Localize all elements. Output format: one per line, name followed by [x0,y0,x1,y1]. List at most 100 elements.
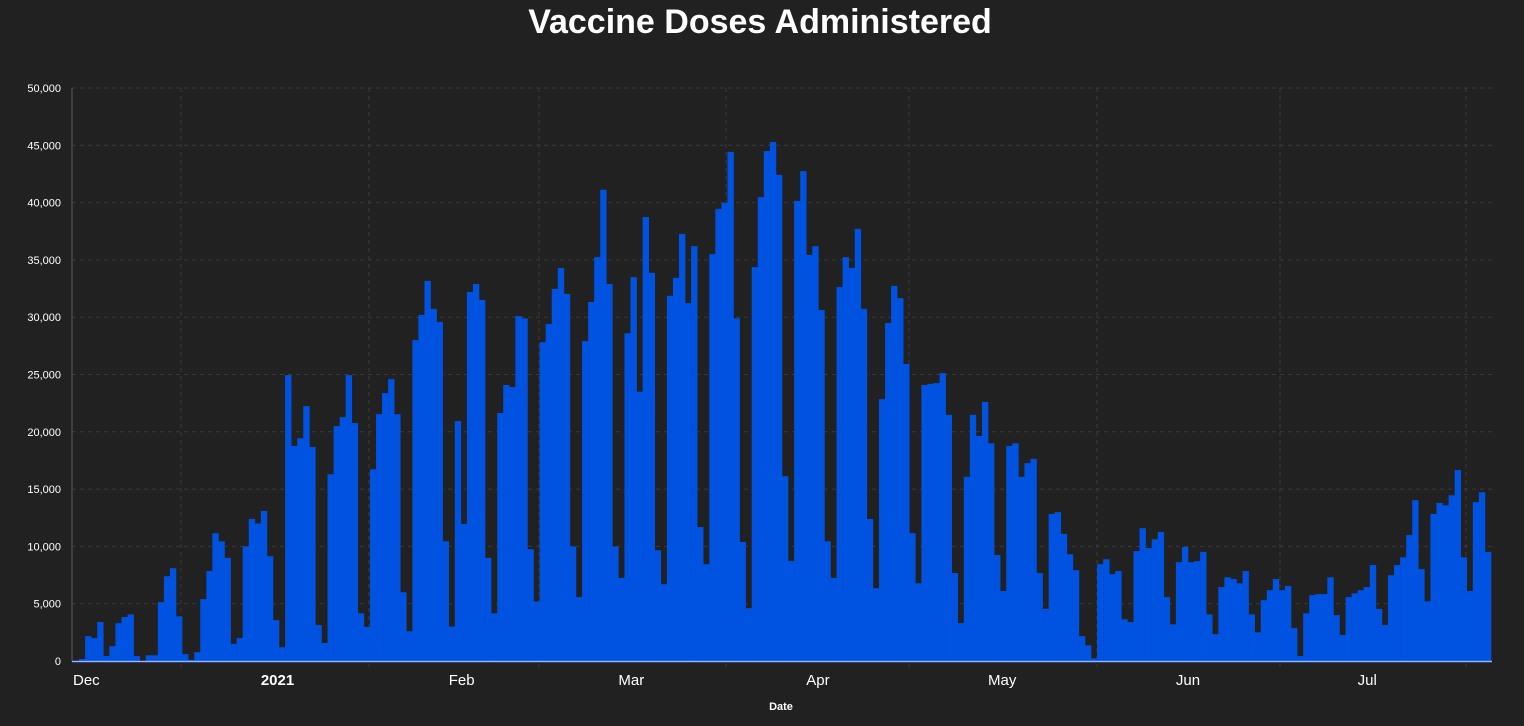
bar[interactable] [1472,502,1480,661]
bar[interactable] [1260,600,1268,661]
bar[interactable] [1006,445,1013,661]
bar[interactable] [678,233,686,661]
bar[interactable] [272,620,280,661]
bar[interactable] [1454,469,1461,661]
bar[interactable] [818,309,825,661]
bar[interactable] [1042,608,1049,661]
bar[interactable] [230,643,237,661]
bar[interactable] [109,646,116,661]
bar[interactable] [1272,579,1280,661]
bar[interactable] [466,291,474,661]
bar[interactable] [824,541,831,661]
bar[interactable] [1206,614,1213,661]
bar[interactable] [1066,554,1074,661]
bar[interactable] [1212,634,1219,661]
bar[interactable] [915,583,922,661]
bar[interactable] [460,523,468,661]
bar[interactable] [878,399,886,661]
bar[interactable] [303,406,310,661]
bar[interactable] [769,141,777,662]
bar[interactable] [1054,512,1062,661]
bar[interactable] [600,189,607,661]
bar[interactable] [1097,564,1104,661]
bar[interactable] [388,379,395,661]
bar[interactable] [1188,562,1195,661]
bar[interactable] [315,625,322,661]
bar[interactable] [1339,634,1346,661]
bar[interactable] [933,383,940,661]
bar[interactable] [527,549,534,661]
bar[interactable] [794,200,801,661]
bar[interactable] [897,298,904,661]
bar[interactable] [545,324,553,661]
bar[interactable] [975,435,983,661]
bar[interactable] [1236,583,1243,661]
bar[interactable] [212,533,219,661]
bar[interactable] [685,303,692,661]
bar[interactable] [533,601,540,661]
bar[interactable] [327,474,334,661]
bar[interactable] [406,631,413,661]
bar[interactable] [648,272,656,661]
bar[interactable] [575,597,583,661]
bar[interactable] [1327,577,1334,661]
bar[interactable] [697,527,704,661]
bar[interactable] [1024,463,1031,661]
bar[interactable] [969,414,977,661]
bar[interactable] [1200,551,1207,661]
bar[interactable] [345,375,353,661]
bar[interactable] [357,613,365,661]
bar[interactable] [363,626,371,661]
bar[interactable] [1224,577,1231,661]
bar[interactable] [497,413,504,661]
bar[interactable] [297,438,304,661]
bar[interactable] [188,659,195,661]
bar[interactable] [1157,531,1165,661]
bar[interactable] [285,375,292,661]
bar[interactable] [1460,557,1468,661]
bar[interactable] [739,541,746,661]
bar[interactable] [994,555,1001,661]
bar[interactable] [1333,615,1340,661]
bar[interactable] [891,285,898,661]
bar[interactable] [630,277,637,661]
bar[interactable] [1297,656,1304,661]
bar[interactable] [1418,569,1425,661]
bar[interactable] [988,443,995,661]
bar[interactable] [1103,559,1110,661]
bar[interactable] [291,445,298,661]
bar[interactable] [812,246,819,661]
bar[interactable] [594,257,601,661]
bar[interactable] [1048,513,1055,661]
bar[interactable] [321,643,328,661]
bar[interactable] [1121,619,1128,661]
bar[interactable] [1151,539,1159,661]
bar[interactable] [1394,564,1401,661]
bar[interactable] [757,197,765,661]
bar[interactable] [921,385,928,661]
bar[interactable] [97,622,104,661]
bar[interactable] [236,638,243,661]
bar[interactable] [503,385,510,661]
bar[interactable] [872,588,880,661]
bar[interactable] [1030,458,1037,661]
bar[interactable] [279,647,286,661]
bar[interactable] [254,523,262,661]
bar[interactable] [115,623,122,661]
bar[interactable] [1254,632,1262,661]
bar[interactable] [121,616,128,661]
bar[interactable] [551,288,559,661]
bar[interactable] [1072,570,1080,661]
bar[interactable] [909,533,916,661]
bar[interactable] [509,387,516,661]
bar[interactable] [339,417,346,661]
bar[interactable] [521,318,528,661]
bar[interactable] [248,518,256,661]
bar[interactable] [830,577,837,661]
bar[interactable] [1248,614,1255,661]
bar[interactable] [1181,546,1189,661]
bar[interactable] [606,283,613,661]
bar[interactable] [472,283,480,661]
bar[interactable] [369,469,377,661]
bar[interactable] [1012,443,1019,661]
